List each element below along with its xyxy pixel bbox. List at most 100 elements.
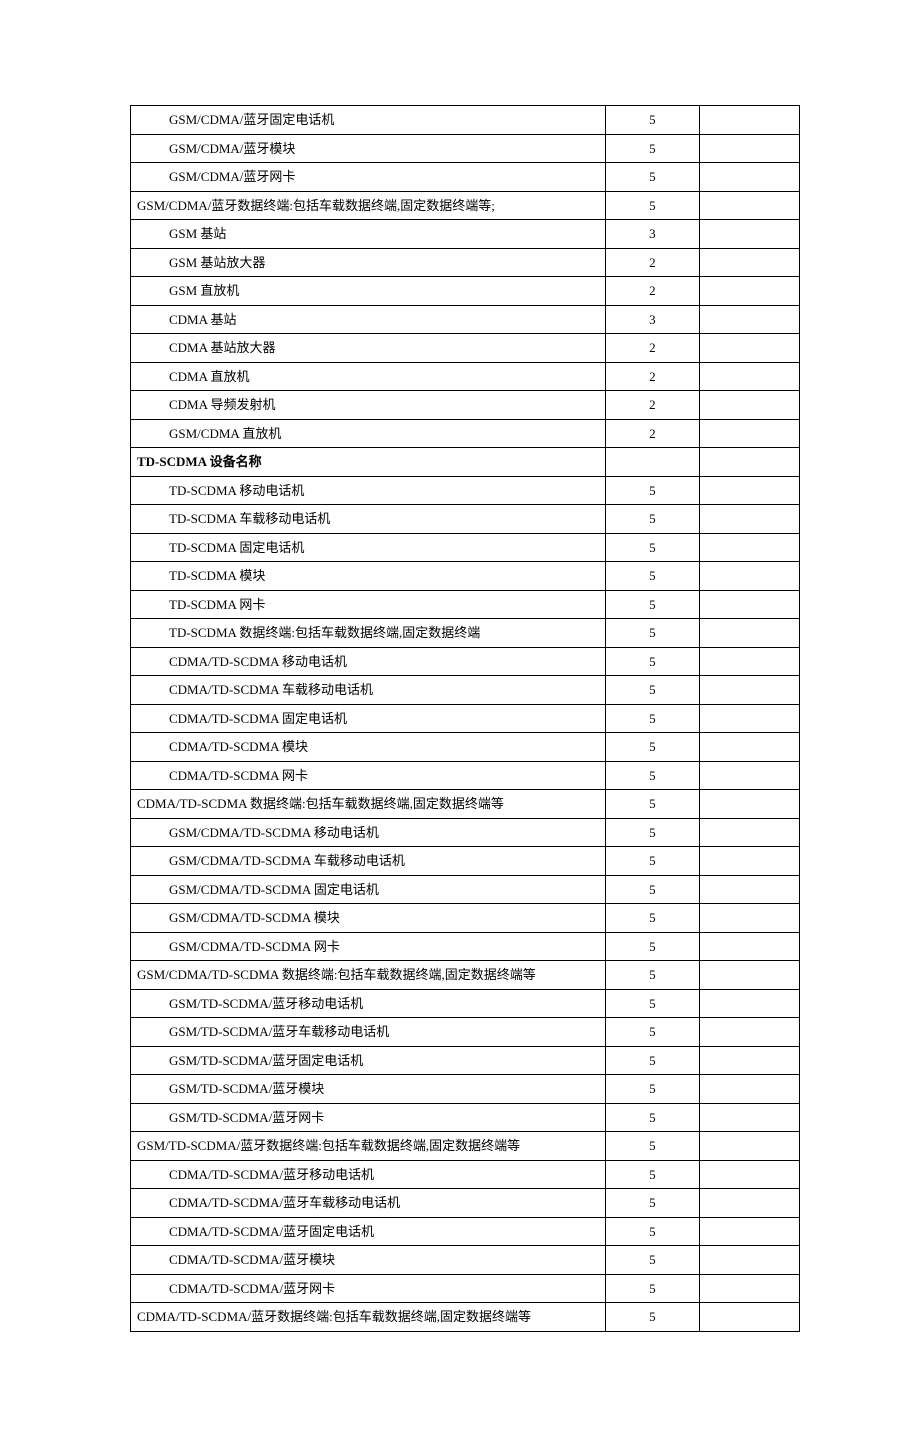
table-row: TD-SCDMA 模块5	[131, 562, 800, 591]
table-row: TD-SCDMA 移动电话机5	[131, 476, 800, 505]
value-cell: 5	[605, 1046, 699, 1075]
empty-cell	[699, 391, 799, 420]
value-cell: 5	[605, 1160, 699, 1189]
value-cell: 5	[605, 932, 699, 961]
table-row: TD-SCDMA 设备名称	[131, 448, 800, 477]
table-row: CDMA/TD-SCDMA/蓝牙固定电话机5	[131, 1217, 800, 1246]
value-cell: 2	[605, 391, 699, 420]
empty-cell	[699, 448, 799, 477]
equipment-name-cell: CDMA/TD-SCDMA 模块	[131, 733, 606, 762]
value-cell: 3	[605, 305, 699, 334]
equipment-name-cell: TD-SCDMA 数据终端:包括车载数据终端,固定数据终端	[131, 619, 606, 648]
table-row: GSM 基站3	[131, 220, 800, 249]
empty-cell	[699, 277, 799, 306]
equipment-name-cell: CDMA/TD-SCDMA/蓝牙数据终端:包括车载数据终端,固定数据终端等	[131, 1303, 606, 1332]
table-row: CDMA 直放机2	[131, 362, 800, 391]
empty-cell	[699, 989, 799, 1018]
empty-cell	[699, 1018, 799, 1047]
table-row: CDMA/TD-SCDMA/蓝牙模块5	[131, 1246, 800, 1275]
table-row: GSM/CDMA/蓝牙网卡5	[131, 163, 800, 192]
empty-cell	[699, 248, 799, 277]
empty-cell	[699, 1160, 799, 1189]
value-cell: 5	[605, 704, 699, 733]
empty-cell	[699, 818, 799, 847]
value-cell: 5	[605, 904, 699, 933]
empty-cell	[699, 1189, 799, 1218]
value-cell	[605, 448, 699, 477]
empty-cell	[699, 134, 799, 163]
table-row: CDMA/TD-SCDMA/蓝牙网卡5	[131, 1274, 800, 1303]
section-header-cell: TD-SCDMA 设备名称	[131, 448, 606, 477]
value-cell: 2	[605, 334, 699, 363]
value-cell: 5	[605, 1018, 699, 1047]
equipment-name-cell: TD-SCDMA 模块	[131, 562, 606, 591]
table-row: TD-SCDMA 车载移动电话机5	[131, 505, 800, 534]
equipment-name-cell: CDMA 基站放大器	[131, 334, 606, 363]
table-row: GSM/CDMA/蓝牙数据终端:包括车载数据终端,固定数据终端等;5	[131, 191, 800, 220]
table-row: GSM/CDMA/TD-SCDMA 数据终端:包括车载数据终端,固定数据终端等5	[131, 961, 800, 990]
equipment-name-cell: GSM/CDMA/蓝牙模块	[131, 134, 606, 163]
value-cell: 5	[605, 847, 699, 876]
table-row: GSM/CDMA/TD-SCDMA 固定电话机5	[131, 875, 800, 904]
equipment-name-cell: CDMA/TD-SCDMA 网卡	[131, 761, 606, 790]
value-cell: 5	[605, 1274, 699, 1303]
table-body: GSM/CDMA/蓝牙固定电话机5GSM/CDMA/蓝牙模块5GSM/CDMA/…	[131, 106, 800, 1332]
table-row: GSM/TD-SCDMA/蓝牙移动电话机5	[131, 989, 800, 1018]
table-row: GSM/TD-SCDMA/蓝牙车载移动电话机5	[131, 1018, 800, 1047]
equipment-name-cell: CDMA/TD-SCDMA/蓝牙网卡	[131, 1274, 606, 1303]
value-cell: 5	[605, 163, 699, 192]
empty-cell	[699, 1046, 799, 1075]
value-cell: 5	[605, 562, 699, 591]
table-row: GSM/CDMA/蓝牙模块5	[131, 134, 800, 163]
value-cell: 5	[605, 1103, 699, 1132]
equipment-name-cell: CDMA/TD-SCDMA 车载移动电话机	[131, 676, 606, 705]
equipment-name-cell: GSM 基站放大器	[131, 248, 606, 277]
empty-cell	[699, 1246, 799, 1275]
value-cell: 5	[605, 961, 699, 990]
table-row: GSM/TD-SCDMA/蓝牙固定电话机5	[131, 1046, 800, 1075]
value-cell: 5	[605, 1303, 699, 1332]
value-cell: 5	[605, 676, 699, 705]
equipment-name-cell: CDMA/TD-SCDMA 数据终端:包括车载数据终端,固定数据终端等	[131, 790, 606, 819]
empty-cell	[699, 676, 799, 705]
equipment-name-cell: CDMA/TD-SCDMA 固定电话机	[131, 704, 606, 733]
equipment-name-cell: GSM/TD-SCDMA/蓝牙数据终端:包括车载数据终端,固定数据终端等	[131, 1132, 606, 1161]
equipment-name-cell: CDMA/TD-SCDMA/蓝牙固定电话机	[131, 1217, 606, 1246]
equipment-table: GSM/CDMA/蓝牙固定电话机5GSM/CDMA/蓝牙模块5GSM/CDMA/…	[130, 105, 800, 1332]
value-cell: 5	[605, 590, 699, 619]
value-cell: 5	[605, 134, 699, 163]
table-row: GSM/CDMA 直放机2	[131, 419, 800, 448]
table-row: CDMA/TD-SCDMA 车载移动电话机5	[131, 676, 800, 705]
table-row: TD-SCDMA 固定电话机5	[131, 533, 800, 562]
table-row: GSM/TD-SCDMA/蓝牙数据终端:包括车载数据终端,固定数据终端等5	[131, 1132, 800, 1161]
value-cell: 2	[605, 419, 699, 448]
table-row: GSM/CDMA/TD-SCDMA 车载移动电话机5	[131, 847, 800, 876]
value-cell: 5	[605, 1132, 699, 1161]
equipment-name-cell: GSM 直放机	[131, 277, 606, 306]
value-cell: 5	[605, 875, 699, 904]
value-cell: 5	[605, 733, 699, 762]
value-cell: 5	[605, 647, 699, 676]
value-cell: 5	[605, 533, 699, 562]
empty-cell	[699, 932, 799, 961]
value-cell: 5	[605, 476, 699, 505]
empty-cell	[699, 875, 799, 904]
empty-cell	[699, 1274, 799, 1303]
equipment-name-cell: GSM/TD-SCDMA/蓝牙固定电话机	[131, 1046, 606, 1075]
empty-cell	[699, 1075, 799, 1104]
equipment-name-cell: GSM/CDMA/蓝牙固定电话机	[131, 106, 606, 135]
equipment-name-cell: GSM/TD-SCDMA/蓝牙车载移动电话机	[131, 1018, 606, 1047]
value-cell: 5	[605, 790, 699, 819]
table-row: CDMA 导频发射机2	[131, 391, 800, 420]
table-row: TD-SCDMA 网卡5	[131, 590, 800, 619]
equipment-name-cell: GSM/TD-SCDMA/蓝牙模块	[131, 1075, 606, 1104]
empty-cell	[699, 790, 799, 819]
value-cell: 5	[605, 619, 699, 648]
table-row: GSM/CDMA/TD-SCDMA 模块5	[131, 904, 800, 933]
equipment-name-cell: CDMA 直放机	[131, 362, 606, 391]
equipment-name-cell: GSM/TD-SCDMA/蓝牙移动电话机	[131, 989, 606, 1018]
value-cell: 5	[605, 505, 699, 534]
empty-cell	[699, 590, 799, 619]
empty-cell	[699, 847, 799, 876]
equipment-name-cell: GSM 基站	[131, 220, 606, 249]
